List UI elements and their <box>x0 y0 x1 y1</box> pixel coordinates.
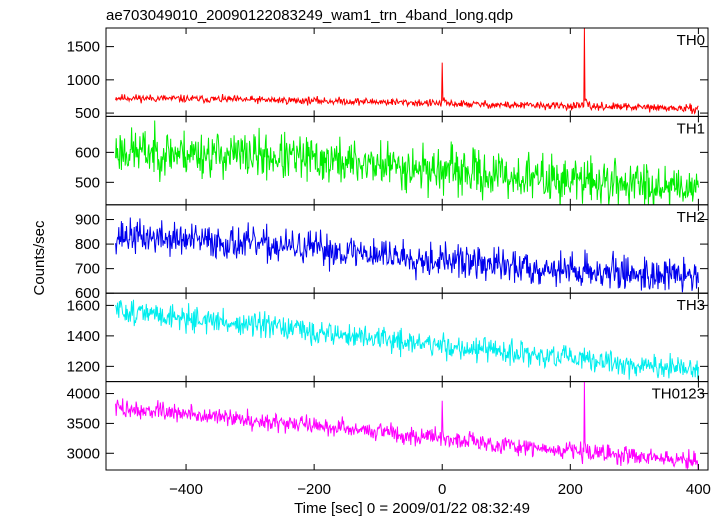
y-tick-label: 500 <box>75 105 100 122</box>
panel-name-label: TH3 <box>677 297 705 314</box>
y-tick-label: 1400 <box>67 328 100 345</box>
y-tick-label: 800 <box>75 236 100 253</box>
y-tick-label: 1600 <box>67 297 100 314</box>
chart-title: ae703049010_20090122083249_wam1_trn_4ban… <box>106 7 513 24</box>
series-line-th3 <box>115 299 699 380</box>
series-line-th0 <box>115 28 699 115</box>
x-tick-label: −400 <box>169 481 203 498</box>
y-tick-label: 900 <box>75 212 100 229</box>
y-tick-label: 1500 <box>67 39 100 56</box>
series-line-th1 <box>115 120 699 205</box>
y-tick-label: 700 <box>75 261 100 278</box>
panel-name-label: TH0123 <box>652 386 705 403</box>
panel-th1: 500 600 TH1 <box>75 115 709 206</box>
x-axis-label: Time [sec] 0 = 2009/01/22 08:32:49 <box>294 500 530 516</box>
x-tick-label: 400 <box>686 481 711 498</box>
panel-frame <box>105 381 709 471</box>
y-tick-label: 3000 <box>67 445 100 462</box>
x-tick-label: 0 <box>438 481 446 498</box>
x-tick-label: −200 <box>297 481 331 498</box>
panel-name-label: TH0 <box>677 32 705 49</box>
panel-name-label: TH2 <box>677 209 705 226</box>
panel-name-label: TH1 <box>677 120 705 137</box>
series-line-th2 <box>115 217 699 293</box>
y-tick-label: 4000 <box>67 386 100 403</box>
y-tick-label: 600 <box>75 285 100 302</box>
y-tick-label: 1000 <box>67 72 100 89</box>
y-tick-label: 1200 <box>67 358 100 375</box>
y-axis-label: Counts/sec <box>31 220 48 296</box>
y-tick-label: 600 <box>75 144 100 161</box>
panels-group: 500 1000 1500 TH0 500 600 TH1 600 700 800 900 TH2 12… <box>67 27 711 498</box>
y-tick-label: 3500 <box>67 415 100 432</box>
panel-th2: 600 700 800 900 TH2 <box>75 204 709 302</box>
panel-th0123: 3000 3500 4000 TH0123 <box>67 381 709 471</box>
y-tick-label: 500 <box>75 174 100 191</box>
series-line-th0123 <box>115 381 699 471</box>
x-tick-label: 200 <box>558 481 583 498</box>
